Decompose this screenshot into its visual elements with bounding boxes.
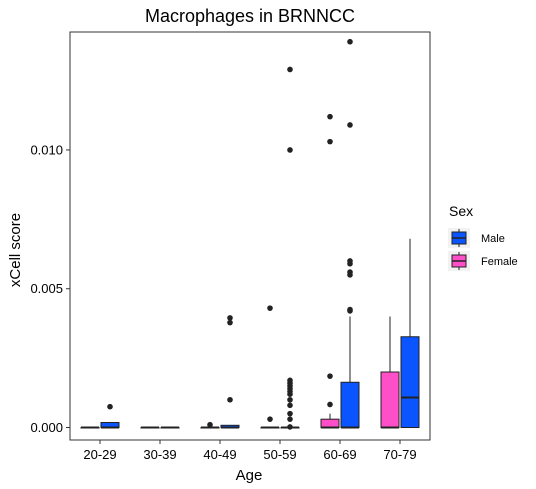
x-tick-label: 40-49 bbox=[203, 447, 236, 462]
y-tick-label: 0.005 bbox=[30, 281, 63, 296]
legend-entry-male: Male bbox=[448, 228, 505, 248]
x-tick-label: 20-29 bbox=[83, 447, 116, 462]
y-axis-title: xCell score bbox=[7, 213, 24, 287]
y-tick-label: 0.010 bbox=[30, 142, 63, 157]
boxes-layer bbox=[80, 38, 420, 430]
outlier-point bbox=[347, 306, 353, 313]
x-tick-label: 50-59 bbox=[263, 447, 296, 462]
x-tick-label: 30-39 bbox=[143, 447, 176, 462]
box-male-70-79 bbox=[400, 238, 420, 429]
outlier-point bbox=[287, 147, 293, 153]
outlier-point bbox=[347, 269, 353, 275]
outlier-point bbox=[287, 402, 293, 409]
outlier-point bbox=[327, 138, 333, 145]
y-axis: 0.000 0.005 0.010 bbox=[30, 142, 70, 435]
outlier-point bbox=[287, 424, 293, 430]
box-male-20-29 bbox=[100, 403, 120, 429]
outlier-point bbox=[347, 38, 353, 45]
outlier-point bbox=[327, 113, 333, 120]
box-male-40-49 bbox=[220, 315, 240, 429]
box-male-30-39 bbox=[160, 426, 180, 429]
outlier-point bbox=[327, 401, 333, 408]
outlier-point bbox=[227, 315, 233, 321]
box-male-50-59 bbox=[280, 66, 300, 430]
box-male-60-69 bbox=[340, 38, 360, 429]
outlier-point bbox=[107, 403, 113, 410]
outlier-point bbox=[287, 377, 293, 384]
outlier-point bbox=[287, 416, 293, 422]
box-iqr bbox=[340, 381, 360, 429]
legend: Sex Male Female bbox=[448, 203, 518, 271]
chart-title: Macrophages in BRNNCC bbox=[145, 6, 355, 26]
box-female-50-59 bbox=[260, 305, 280, 429]
box-iqr bbox=[400, 336, 420, 429]
legend-label: Male bbox=[481, 233, 505, 245]
outlier-point bbox=[287, 66, 293, 73]
outlier-point bbox=[347, 122, 353, 128]
legend-title: Sex bbox=[449, 203, 473, 219]
outlier-point bbox=[327, 373, 333, 379]
outlier-point bbox=[227, 396, 233, 403]
outlier-point bbox=[267, 305, 273, 311]
box-female-30-39 bbox=[140, 426, 160, 429]
box-iqr bbox=[320, 418, 340, 429]
legend-label: Female bbox=[481, 256, 518, 268]
outlier-point bbox=[347, 258, 353, 264]
x-tick-label: 70-79 bbox=[383, 447, 416, 462]
outlier-point bbox=[287, 396, 293, 403]
x-axis: 20-29 30-39 40-49 50-59 60-69 70-79 bbox=[83, 440, 417, 462]
box-female-60-69 bbox=[320, 113, 340, 429]
legend-entry-female: Female bbox=[448, 251, 518, 271]
outlier-point bbox=[207, 421, 213, 428]
box-female-20-29 bbox=[80, 426, 100, 429]
outlier-point bbox=[267, 416, 273, 422]
box-iqr bbox=[380, 371, 400, 429]
plot-panel bbox=[69, 31, 431, 441]
outlier-point bbox=[287, 410, 293, 417]
x-tick-label: 60-69 bbox=[323, 447, 356, 462]
x-axis-title: Age bbox=[236, 467, 263, 484]
y-tick-label: 0.000 bbox=[30, 420, 63, 435]
box-female-40-49 bbox=[200, 421, 220, 429]
box-female-70-79 bbox=[380, 316, 400, 429]
outlier-point bbox=[227, 319, 233, 326]
